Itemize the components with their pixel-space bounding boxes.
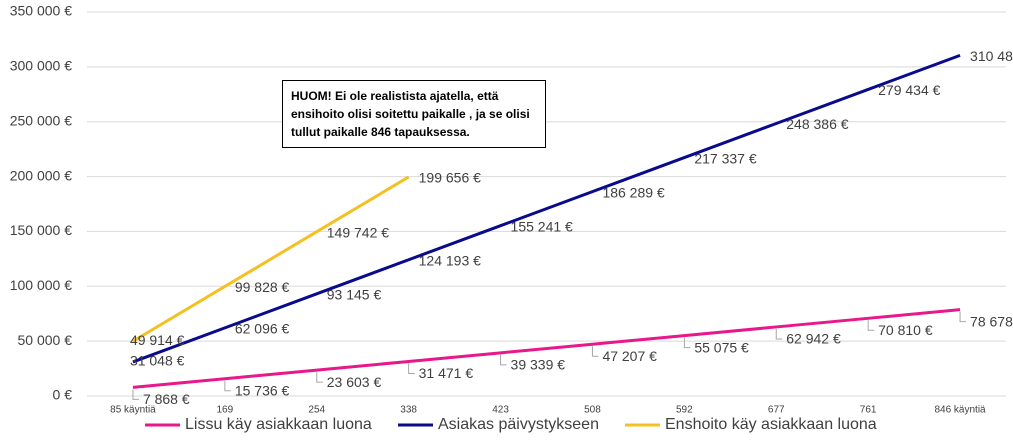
data-label: 62 942 € [786, 331, 841, 347]
leader-line [775, 328, 783, 340]
leader-line [224, 380, 231, 392]
leader-line [867, 320, 875, 331]
data-label: 99 828 € [235, 279, 290, 295]
data-label: 310 482 € [970, 48, 1013, 64]
legend-label: Asiakas päivystykseen [438, 416, 599, 433]
data-label: 93 145 € [327, 287, 382, 303]
y-tick-label: 100 000 € [10, 277, 72, 293]
x-tick-label: 508 [584, 405, 601, 416]
data-label: 155 241 € [511, 218, 573, 234]
x-tick-label: 254 [308, 405, 325, 416]
y-tick-label: 350 000 € [10, 3, 72, 19]
x-tick-label: 169 [217, 405, 234, 416]
x-tick-label: 592 [676, 405, 693, 416]
legend-label: Lissu käy asiakkaan luona [185, 416, 372, 433]
data-label: 279 434 € [878, 82, 940, 98]
x-tick-label: 338 [400, 405, 417, 416]
data-label: 23 603 € [327, 374, 382, 390]
data-label: 149 742 € [327, 224, 389, 240]
data-label: 62 096 € [235, 321, 290, 337]
x-tick-label: 85 käyntiä [110, 405, 156, 416]
series-line [132, 308, 961, 389]
leader-line [959, 311, 967, 323]
y-tick-label: 50 000 € [18, 332, 73, 348]
series-line [132, 53, 961, 364]
data-label: 7 868 € [143, 391, 190, 407]
y-tick-label: 150 000 € [10, 222, 72, 238]
x-tick-label: 423 [492, 405, 509, 416]
leader-line [132, 389, 139, 400]
data-label: 248 386 € [786, 116, 848, 132]
y-tick-label: 250 000 € [10, 112, 72, 128]
x-tick-label: 677 [768, 405, 785, 416]
data-label: 47 207 € [602, 348, 657, 364]
series-line [132, 175, 410, 343]
y-tick-label: 0 € [53, 387, 73, 403]
data-label: 186 289 € [602, 184, 664, 200]
y-tick-label: 300 000 € [10, 58, 72, 74]
data-label: 70 810 € [878, 322, 933, 338]
data-label: 55 075 € [694, 339, 749, 355]
x-tick-label: 846 käyntiä [934, 405, 986, 416]
y-tick-label: 200 000 € [10, 167, 72, 183]
leader-line [500, 354, 507, 366]
data-label: 31 048 € [130, 353, 185, 369]
data-label: 199 656 € [419, 170, 481, 186]
data-label: 124 193 € [419, 252, 481, 268]
data-label: 39 339 € [511, 357, 566, 373]
x-tick-label: 761 [860, 405, 877, 416]
leader-line [408, 363, 415, 374]
data-label: 49 914 € [130, 332, 185, 348]
data-label: 31 471 € [419, 365, 474, 381]
data-label: 15 736 € [235, 382, 290, 398]
leader-line [316, 372, 323, 383]
leader-line [683, 337, 691, 349]
leader-line [591, 346, 599, 357]
annotation: HUOM! Ei ole realistista ajatella, että … [282, 80, 546, 148]
data-label: 217 337 € [694, 150, 756, 166]
data-label: 78 678 € [970, 313, 1013, 329]
legend-label: Enshoito käy asiakkaan luona [665, 416, 877, 433]
